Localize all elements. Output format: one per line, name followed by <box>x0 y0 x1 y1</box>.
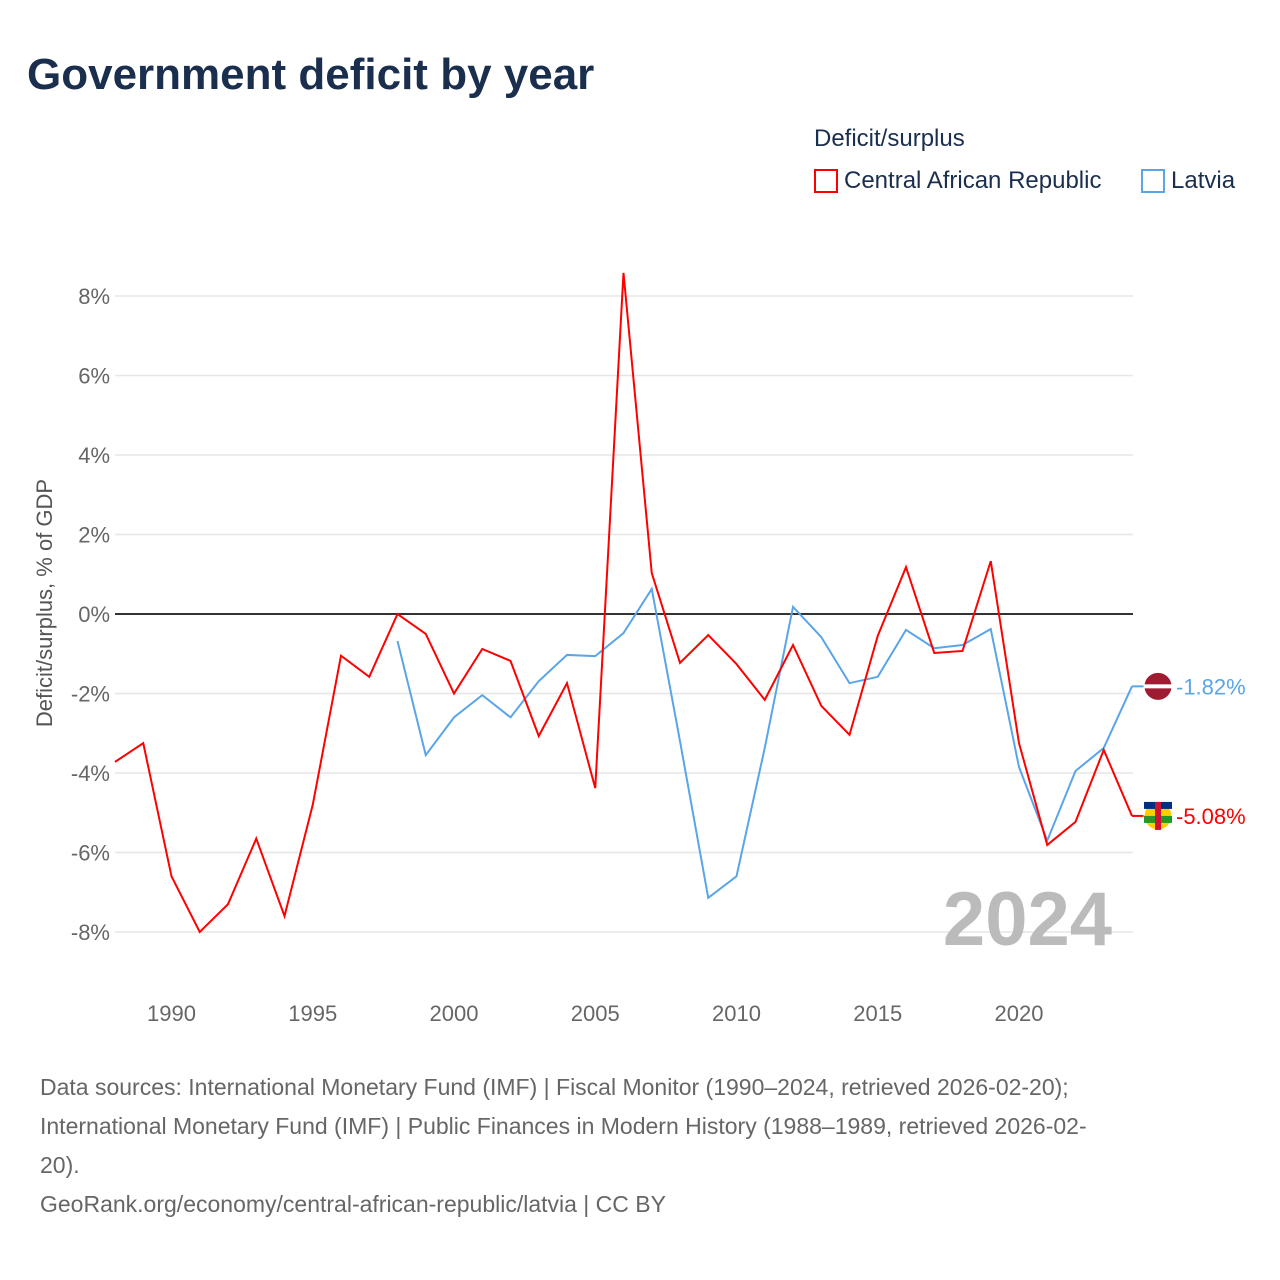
end-value-label: -1.82% <box>1176 674 1246 699</box>
x-tick-label: 2015 <box>853 1001 902 1026</box>
x-tick-label: 2020 <box>995 1001 1044 1026</box>
y-tick-label: -4% <box>71 761 110 786</box>
legend-swatch <box>1141 169 1165 193</box>
y-tick-label: -8% <box>71 920 110 945</box>
series-line-latvia <box>396 586 1133 900</box>
y-tick-label: -2% <box>71 682 110 707</box>
series-line-central-african-republic <box>114 272 1133 934</box>
year-label: 2024 <box>943 877 1112 962</box>
x-tick-label: 1995 <box>288 1001 337 1026</box>
flag-stripe <box>1155 801 1161 830</box>
x-tick-label: 1990 <box>147 1001 196 1026</box>
y-tick-label: 2% <box>78 523 110 548</box>
legend-item-car[interactable]: Central African Republic <box>814 167 1101 195</box>
x-tick-label: 2010 <box>712 1001 761 1026</box>
legend-item-latvia[interactable]: Latvia <box>1141 167 1235 195</box>
y-tick-label: 0% <box>78 602 110 627</box>
x-tick-label: 2005 <box>571 1001 620 1026</box>
end-value-label: -5.08% <box>1176 804 1246 829</box>
legend-label: Latvia <box>1171 167 1236 194</box>
data-sources: Data sources: International Monetary Fun… <box>40 1068 1240 1224</box>
page-title: Government deficit by year <box>27 50 595 99</box>
legend-title: Deficit/surplus <box>814 125 965 152</box>
source-line: 20). <box>40 1152 80 1178</box>
legend-label: Central African Republic <box>844 167 1102 194</box>
y-tick-label: 6% <box>78 364 110 389</box>
y-tick-label: 4% <box>78 443 110 468</box>
flag-stripe <box>1144 684 1172 689</box>
source-line: Data sources: International Monetary Fun… <box>40 1074 1069 1100</box>
source-link[interactable]: GeoRank.org/economy/central-african-repu… <box>40 1191 666 1217</box>
legend-swatch <box>814 169 838 193</box>
source-line: International Monetary Fund (IMF) | Publ… <box>40 1113 1087 1139</box>
x-tick-label: 2000 <box>430 1001 479 1026</box>
y-tick-label: -6% <box>71 841 110 866</box>
y-tick-label: 8% <box>78 284 110 309</box>
